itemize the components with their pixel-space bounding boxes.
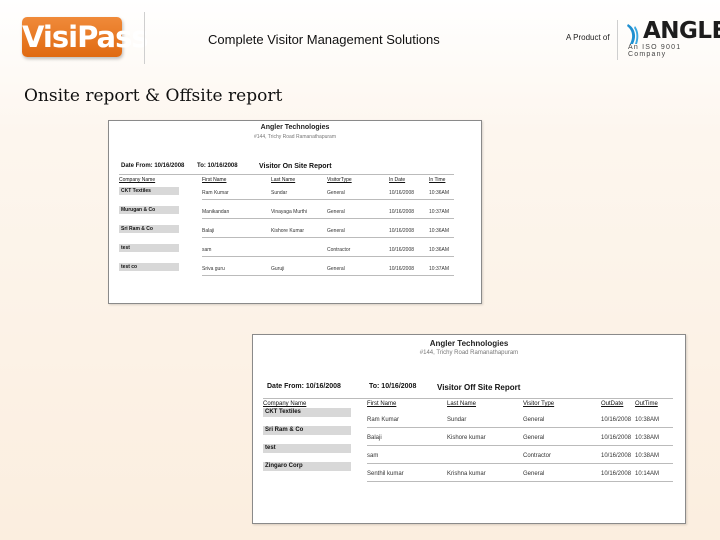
header-bar: VisiPass Complete Visitor Management Sol… — [0, 0, 720, 72]
onsite-table-cell: Contractor — [327, 247, 351, 253]
offsite-company-group: test — [263, 444, 351, 453]
offsite-table-cell: Senthil kumar — [367, 471, 404, 477]
onsite-table-cell: Ram Kumar — [202, 190, 229, 196]
angler-fish-icon — [627, 24, 639, 44]
onsite-row-rule — [202, 237, 454, 238]
onsite-column-header: VisitorType — [327, 177, 352, 183]
offsite-report-title: Visitor Off Site Report — [437, 383, 521, 392]
onsite-table-cell: 10:36AM — [429, 247, 450, 253]
onsite-table-cell: Vinayaga Murthi — [271, 209, 308, 215]
onsite-company-group: test — [119, 244, 179, 252]
onsite-address: #144, Trichy Road Ramanathapuram — [254, 134, 336, 140]
onsite-column-header: First Name — [202, 177, 227, 183]
offsite-table-cell: General — [523, 435, 545, 441]
onsite-table-cell: Sundar — [271, 190, 288, 196]
offsite-row-rule — [367, 463, 673, 464]
offsite-table-cell: Krishna kumar — [447, 471, 486, 477]
onsite-row-rule — [202, 199, 454, 200]
product-of-label: A Product of — [566, 33, 610, 42]
offsite-column-header: OutDate — [601, 401, 624, 407]
offsite-date-from: Date From: 10/16/2008 — [267, 383, 341, 390]
onsite-table-cell: Guruji — [271, 266, 285, 272]
onsite-table-cell: 10:36AM — [429, 228, 450, 234]
offsite-column-header: Visitor Type — [523, 401, 555, 407]
offsite-column-header: First Name — [367, 401, 397, 407]
onsite-date-to: To: 10/16/2008 — [197, 163, 238, 169]
onsite-column-header: In Time — [429, 177, 446, 183]
onsite-header-rule — [119, 174, 454, 175]
onsite-table-cell: 10/16/2008 — [389, 190, 415, 196]
onsite-table-cell: General — [327, 190, 345, 196]
offsite-table-cell: Sundar — [447, 417, 467, 423]
offsite-header-rule — [263, 398, 673, 399]
offsite-table-cell: 10:38AM — [635, 435, 660, 441]
offsite-table-cell: sam — [367, 453, 379, 459]
angler-brand: ANGLER — [643, 18, 720, 44]
offsite-table-cell: 10/16/2008 — [601, 435, 632, 441]
offsite-table-cell: 10:38AM — [635, 417, 660, 423]
page-title: Onsite report & Offsite report — [24, 86, 283, 106]
onsite-company-group: Sri Ram & Co — [119, 225, 179, 233]
onsite-table-cell: General — [327, 228, 345, 234]
offsite-table-cell: 10/16/2008 — [601, 453, 632, 459]
onsite-company-group: CKT Textiles — [119, 187, 179, 195]
angler-tagline: An ISO 9001 Company — [628, 44, 682, 58]
onsite-row-rule — [202, 256, 454, 257]
offsite-column-header: OutTime — [635, 401, 658, 407]
offsite-column-header: Last Name — [447, 401, 477, 407]
visipass-logo: VisiPass — [22, 17, 149, 57]
onsite-table-cell: 10/16/2008 — [389, 266, 415, 272]
onsite-report-content: Angler Technologies #144, Trichy Road Ram… — [109, 121, 481, 303]
offsite-table-cell: Balaji — [367, 435, 382, 441]
offsite-table-cell: Kishore kumar — [447, 435, 486, 441]
offsite-date-to: To: 10/16/2008 — [369, 383, 417, 390]
onsite-row-rule — [202, 218, 454, 219]
offsite-table-cell: Ram Kumar — [367, 417, 400, 423]
offsite-row-rule — [367, 427, 673, 428]
onsite-table-cell: 10/16/2008 — [389, 209, 415, 215]
offsite-company-group: Zingaro Corp — [263, 462, 351, 471]
onsite-row-rule — [202, 275, 454, 276]
onsite-table-cell: 10/16/2008 — [389, 247, 415, 253]
onsite-date-from: Date From: 10/16/2008 — [121, 163, 185, 169]
offsite-table-cell: 10:38AM — [635, 453, 660, 459]
offsite-address: #144, Trichy Road Ramanathapuram — [419, 350, 519, 356]
onsite-company-group: test co — [119, 263, 179, 271]
onsite-table-cell: General — [327, 266, 345, 272]
onsite-table-cell: sam — [202, 247, 212, 253]
offsite-table-cell: General — [523, 417, 545, 423]
onsite-company-name: Angler Technologies — [260, 124, 330, 131]
tagline: Complete Visitor Management Solutions — [208, 32, 440, 47]
offsite-table-cell: Contractor — [523, 453, 552, 459]
offsite-report-content: Angler Technologies #144, Trichy Road Ram… — [253, 335, 685, 523]
onsite-table-cell: 10:37AM — [429, 209, 450, 215]
onsite-table-cell: General — [327, 209, 345, 215]
onsite-table-cell: Kishore Kumar — [271, 228, 305, 234]
offsite-row-rule — [367, 445, 673, 446]
offsite-row-rule — [367, 481, 673, 482]
offsite-column-header: Company Name — [263, 401, 307, 407]
onsite-table-cell: 10:36AM — [429, 190, 450, 196]
onsite-table-cell: Sriva guru — [202, 266, 225, 272]
onsite-report-title: Visitor On Site Report — [259, 163, 332, 170]
offsite-report: Angler Technologies #144, Trichy Road Ram… — [252, 334, 686, 524]
offsite-table-cell: 10/16/2008 — [601, 417, 632, 423]
offsite-company-group: CKT Textiles — [263, 408, 351, 417]
offsite-table-cell: General — [523, 471, 545, 477]
onsite-table-cell: 10:37AM — [429, 266, 450, 272]
onsite-column-header: Company Name — [119, 177, 156, 183]
onsite-report: Angler Technologies #144, Trichy Road Ram… — [108, 120, 482, 304]
offsite-table-cell: 10:14AM — [635, 471, 660, 477]
onsite-table-cell: 10/16/2008 — [389, 228, 415, 234]
onsite-column-header: Last Name — [271, 177, 296, 183]
offsite-company-group: Sri Ram & Co — [263, 426, 351, 435]
onsite-company-group: Murugan & Co — [119, 206, 179, 214]
header-divider-right — [617, 20, 618, 60]
onsite-column-header: In Date — [389, 177, 406, 183]
offsite-company-name: Angler Technologies — [429, 339, 509, 348]
offsite-table-cell: 10/16/2008 — [601, 471, 632, 477]
header-divider — [144, 12, 145, 64]
onsite-table-cell: Balaji — [202, 228, 215, 234]
onsite-table-cell: Manikandan — [202, 209, 230, 215]
